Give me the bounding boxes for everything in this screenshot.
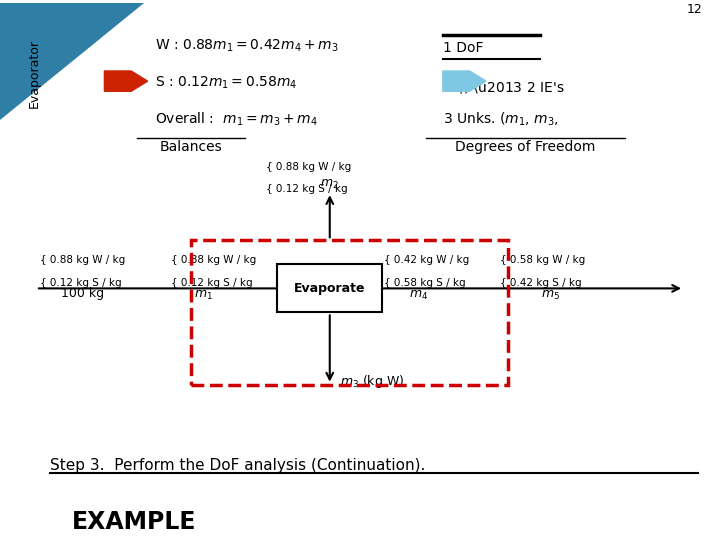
Text: { 0.12 kg S / kg: { 0.12 kg S / kg [171, 278, 253, 288]
Text: { 0.42 kg S / kg: { 0.42 kg S / kg [500, 278, 581, 288]
Text: 3 Unks. ($m_1$, $m_3$,: 3 Unks. ($m_1$, $m_3$, [443, 110, 559, 128]
Text: $m_3$ (kg W): $m_3$ (kg W) [340, 373, 404, 390]
Text: 100 kg: 100 kg [61, 287, 104, 300]
Text: Overall :  $m_1 = m_3 + m_4$: Overall : $m_1 = m_3 + m_4$ [155, 110, 318, 128]
Bar [191, 240, 508, 384]
Text: { 0.12 kg S / kg: { 0.12 kg S / kg [40, 278, 121, 288]
Text: Evaporate: Evaporate [294, 282, 365, 295]
Text: Balances: Balances [159, 140, 222, 154]
Text: { 0.42 kg W / kg: { 0.42 kg W / kg [384, 255, 469, 265]
Text: W : $0.88m_1 = 0.42m_4 + m_3$: W : $0.88m_1 = 0.42m_4 + m_3$ [155, 37, 338, 53]
Text: Evaporator: Evaporator [28, 39, 41, 107]
Text: $m_4$) \u2013 2 IE's: $m_4$) \u2013 2 IE's [443, 79, 564, 97]
Text: { 0.58 kg S / kg: { 0.58 kg S / kg [384, 278, 465, 288]
Text: $m_2$: $m_2$ [320, 178, 339, 191]
FancyArrow shape [104, 71, 148, 91]
Text: 1 DoF: 1 DoF [443, 41, 483, 55]
FancyArrow shape [443, 71, 486, 91]
Text: EXAMPLE: EXAMPLE [72, 510, 197, 534]
Text: { 0.88 kg W / kg: { 0.88 kg W / kg [40, 255, 125, 265]
Text: { 0.88 kg W / kg: { 0.88 kg W / kg [171, 255, 256, 265]
Text: Step 3.  Perform the DoF analysis (Continuation).: Step 3. Perform the DoF analysis (Contin… [50, 458, 426, 472]
Text: 12: 12 [686, 3, 702, 16]
Text: { 0.12 kg S / kg: { 0.12 kg S / kg [266, 184, 348, 194]
Text: S : $0.12m_1 = 0.58m_4$: S : $0.12m_1 = 0.58m_4$ [155, 75, 297, 91]
Text: Degrees of Freedom: Degrees of Freedom [456, 140, 595, 154]
Text: { 0.58 kg W / kg: { 0.58 kg W / kg [500, 255, 585, 265]
Polygon shape [0, 3, 144, 120]
Text: $m_4$: $m_4$ [410, 289, 428, 302]
Text: $m_5$: $m_5$ [541, 289, 560, 302]
Text: { 0.88 kg W / kg: { 0.88 kg W / kg [266, 162, 351, 172]
Text: $m_1$: $m_1$ [194, 289, 212, 302]
FancyBboxPatch shape [277, 265, 382, 313]
